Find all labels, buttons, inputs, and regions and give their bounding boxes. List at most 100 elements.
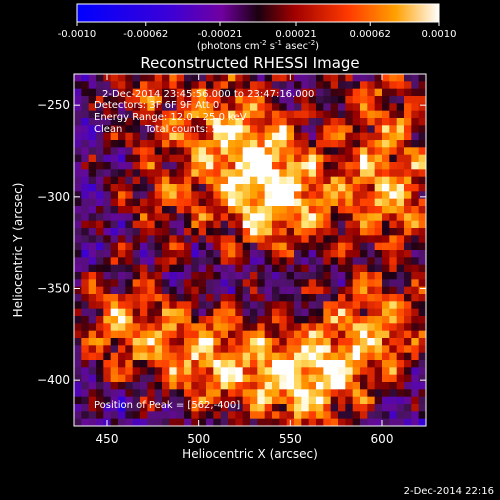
heatmap-cell bbox=[264, 352, 273, 361]
heatmap-cell bbox=[396, 118, 405, 126]
heatmap-cell bbox=[103, 213, 112, 222]
heatmap-cell bbox=[411, 125, 420, 134]
heatmap-cell bbox=[404, 140, 412, 148]
heatmap-cell bbox=[352, 404, 361, 412]
heatmap-cell bbox=[250, 374, 258, 383]
heatmap-cell bbox=[257, 132, 266, 141]
heatmap-cell bbox=[286, 96, 295, 104]
heatmap-cell bbox=[118, 74, 126, 82]
heatmap-cell bbox=[345, 140, 354, 148]
heatmap-cell bbox=[308, 250, 317, 258]
heatmap-cell bbox=[81, 411, 90, 420]
heatmap-cell bbox=[411, 220, 420, 229]
heatmap-cell bbox=[257, 103, 266, 112]
colorbar-tick-label: 0.00021 bbox=[275, 29, 316, 40]
heatmap-cell bbox=[330, 206, 339, 214]
heatmap-cell bbox=[184, 411, 192, 420]
heatmap-cell bbox=[345, 389, 354, 398]
heatmap-cell bbox=[162, 404, 170, 412]
heatmap-cell bbox=[184, 110, 192, 119]
heatmap-cell bbox=[228, 198, 236, 207]
heatmap-cell bbox=[352, 418, 361, 427]
heatmap-cell bbox=[382, 118, 390, 126]
heatmap-cell bbox=[345, 96, 354, 104]
heatmap-cell bbox=[118, 198, 126, 207]
heatmap-cell bbox=[301, 213, 310, 222]
heatmap-cell bbox=[272, 191, 280, 200]
heatmap-cell bbox=[154, 264, 163, 273]
heatmap-cell bbox=[74, 404, 82, 412]
heatmap-cell bbox=[132, 279, 141, 288]
heatmap-cell bbox=[162, 272, 170, 280]
heatmap-cell bbox=[374, 396, 383, 405]
heatmap-cell bbox=[169, 294, 178, 302]
heatmap-cell bbox=[228, 330, 236, 339]
heatmap-cell bbox=[418, 330, 427, 339]
heatmap-cell bbox=[338, 88, 346, 97]
heatmap-cell bbox=[382, 286, 390, 295]
heatmap-cell bbox=[220, 257, 229, 266]
heatmap-cell bbox=[367, 286, 376, 295]
heatmap-cell bbox=[103, 382, 112, 390]
heatmap-cell bbox=[272, 294, 280, 302]
heatmap-cell bbox=[352, 272, 361, 280]
heatmap-cell bbox=[235, 264, 244, 273]
heatmap-cell bbox=[323, 301, 332, 310]
heatmap-cell bbox=[228, 147, 236, 156]
heatmap-cell bbox=[184, 272, 192, 280]
heatmap-cell bbox=[404, 184, 412, 192]
heatmap-cell bbox=[345, 404, 354, 412]
colorbar-tick-label: 0.0010 bbox=[422, 29, 457, 40]
x-tick-label: 500 bbox=[187, 432, 210, 446]
heatmap-cell bbox=[176, 301, 185, 310]
heatmap-cell bbox=[169, 389, 178, 398]
heatmap-cell bbox=[338, 360, 346, 368]
heatmap-cell bbox=[345, 176, 354, 185]
heatmap-cell bbox=[235, 272, 244, 280]
heatmap-cell bbox=[103, 125, 112, 134]
heatmap-cell bbox=[338, 323, 346, 332]
heatmap-cell bbox=[184, 125, 192, 134]
heatmap-cell bbox=[411, 213, 420, 222]
heatmap-cell bbox=[367, 184, 376, 192]
heatmap-cell bbox=[147, 162, 156, 170]
heatmap-cell bbox=[103, 206, 112, 214]
heatmap-cell bbox=[235, 162, 244, 170]
heatmap-cell bbox=[367, 257, 376, 266]
heatmap-cell bbox=[176, 242, 185, 251]
heatmap-cell bbox=[154, 308, 163, 317]
heatmap-cell bbox=[382, 88, 390, 97]
heatmap-cell bbox=[360, 220, 368, 229]
heatmap-cell bbox=[389, 96, 398, 104]
heatmap-cell bbox=[382, 345, 390, 354]
heatmap-cell bbox=[411, 162, 420, 170]
heatmap-cell bbox=[367, 110, 376, 119]
heatmap-cell bbox=[396, 81, 405, 90]
heatmap-cell bbox=[96, 169, 104, 178]
heatmap-cell bbox=[242, 242, 251, 251]
heatmap-cell bbox=[272, 110, 280, 119]
heatmap-cell bbox=[132, 96, 141, 104]
heatmap-cell bbox=[330, 110, 339, 119]
heatmap-cell bbox=[74, 176, 82, 185]
heatmap-cell bbox=[96, 294, 104, 302]
heatmap-cell bbox=[411, 242, 420, 251]
heatmap-cell bbox=[213, 264, 222, 273]
heatmap-cell bbox=[235, 396, 244, 405]
heatmap-cell bbox=[154, 235, 163, 244]
heatmap-cell bbox=[250, 308, 258, 317]
heatmap-cell bbox=[257, 242, 266, 251]
heatmap-cell bbox=[294, 191, 302, 200]
heatmap-cell bbox=[418, 301, 427, 310]
heatmap-cell bbox=[396, 345, 405, 354]
heatmap-cell bbox=[286, 206, 295, 214]
heatmap-cell bbox=[301, 228, 310, 236]
heatmap-cell bbox=[396, 382, 405, 390]
heatmap-cell bbox=[228, 367, 236, 376]
heatmap-cell bbox=[74, 389, 82, 398]
heatmap-cell bbox=[118, 176, 126, 185]
heatmap-cell bbox=[250, 132, 258, 141]
heatmap-cell bbox=[301, 110, 310, 119]
heatmap-cell bbox=[110, 176, 119, 185]
heatmap-cell bbox=[264, 308, 273, 317]
